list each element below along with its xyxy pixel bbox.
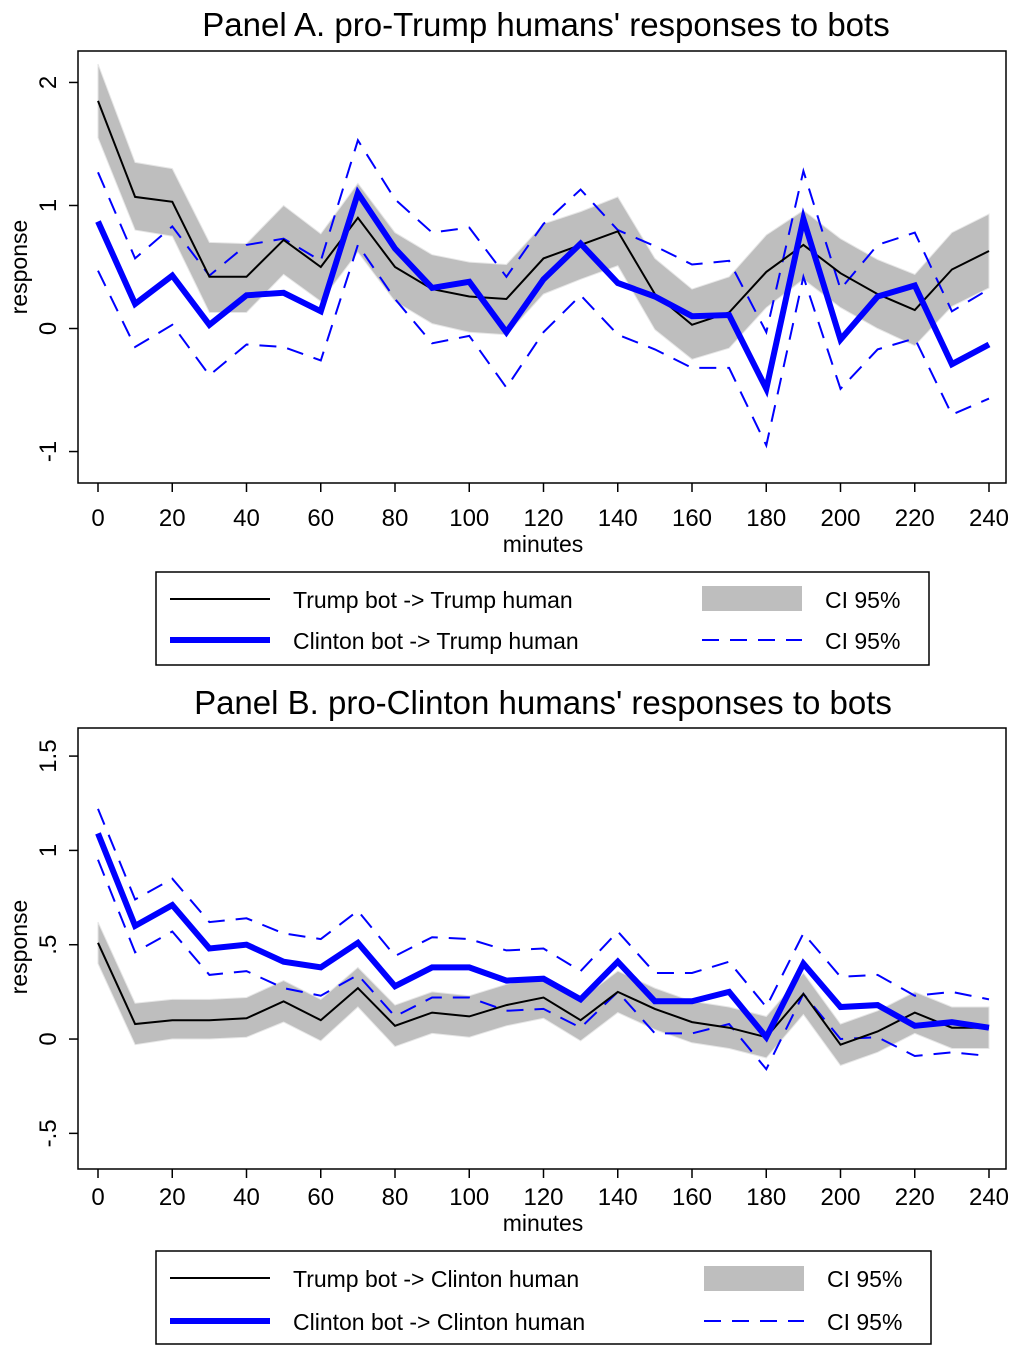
panel-b-legend-label-clinton-bot: Clinton bot -> Clinton human [293,1309,585,1335]
panel-b-y-tick-label: 1.5 [35,739,62,772]
panel-b-x-tick-label: 140 [598,1184,638,1211]
panel-b-ci-dashed [97,808,990,1072]
panel-a-x-tick-label: 120 [523,505,563,532]
panel-a-x-tick-label: 220 [895,505,935,532]
panel-a-legend: Trump bot -> Trump human CI 95% Clinton … [155,571,930,666]
panel-a-x-tick-label: 60 [307,505,334,532]
panel-b-legend-swatch-ci-band [704,1266,804,1291]
panel-b-y-tick-label: -.5 [35,1119,62,1147]
panel-a-x-tick-label: 20 [159,505,186,532]
panel-b-x-axis: 0 20 40 60 80 100 120 140 160 180 200 220 240 [91,1169,1009,1211]
panel-a-x-axis-label: minutes [503,531,584,557]
panel-a-line-trump-bot [97,100,990,326]
panel-b-x-axis-label: minutes [503,1210,584,1236]
panel-a-line-clinton-bot [95,186,991,398]
panel-b-ci-band-trump-bot [97,921,990,1067]
panel-b-y-tick-label: .5 [35,935,62,955]
panel-a-x-tick-label: 0 [91,505,104,532]
panel-b-x-tick-label: 100 [449,1184,489,1211]
panel-a-x-tick-label: 40 [233,505,260,532]
panel-a-ci-dashed [97,137,990,449]
panel-b-plot-frame [77,727,1007,1170]
panel-a-ci-band [97,63,990,360]
panel-a-legend-label-ci-dashed: CI 95% [825,628,900,654]
panel-a-y-axis: -1 0 1 2 [35,76,78,462]
panel-b-line-trump-bot [97,942,989,1046]
panel-a-x-tick-label: 140 [598,505,638,532]
panel-a-y-tick-label: 2 [35,76,62,89]
panel-a: Panel A. pro-Trump humans' responses to … [6,6,1009,666]
panel-b-x-tick-label: 80 [382,1184,409,1211]
panel-a-x-tick-label: 80 [382,505,409,532]
panel-b-legend-label-ci-dashed: CI 95% [827,1309,902,1335]
panel-a-x-axis: 0 20 40 60 80 100 120 140 160 180 200 220 240 [91,483,1009,532]
panel-a-x-tick-label: 200 [820,505,860,532]
panel-a-legend-label-trump-bot: Trump bot -> Trump human [293,587,573,613]
panel-a-y-axis-label: response [6,220,32,315]
panel-a-series-lines [95,100,991,398]
panel-a-legend-swatch-ci-band [702,586,802,611]
panel-b-y-axis-label: response [6,900,32,995]
panel-a-legend-label-ci-band: CI 95% [825,587,900,613]
panel-b-x-tick-label: 240 [969,1184,1009,1211]
panel-b-x-tick-label: 120 [523,1184,563,1211]
panel-b-ci-lower-clinton-bot [97,859,990,1072]
panel-b: Panel B. pro-Clinton humans' responses t… [6,684,1009,1345]
panel-a-y-tick-label: 1 [35,199,62,212]
panel-b-y-tick-label: 1 [35,844,62,857]
panel-a-x-tick-label: 240 [969,505,1009,532]
panel-a-ci-upper-clinton-bot [97,137,990,336]
panel-b-x-tick-label: 180 [746,1184,786,1211]
panel-b-x-tick-label: 220 [895,1184,935,1211]
panel-a-legend-label-clinton-bot: Clinton bot -> Trump human [293,628,579,654]
panel-a-ci-band-trump-bot [97,63,990,360]
panel-a-y-tick-label: 0 [35,322,62,335]
panel-b-x-tick-label: 160 [672,1184,712,1211]
panel-b-y-tick-label: 0 [35,1032,62,1045]
panel-b-ci-band [97,921,990,1067]
panel-b-x-tick-label: 0 [91,1184,104,1211]
panel-b-x-tick-label: 200 [820,1184,860,1211]
panel-b-legend: Trump bot -> Clinton human CI 95% Clinto… [155,1250,932,1345]
panel-b-ci-upper-clinton-bot [97,808,990,1009]
panel-a-y-tick-label: -1 [35,441,62,462]
panel-a-ci-lower-clinton-bot [97,242,990,449]
panel-a-x-tick-label: 100 [449,505,489,532]
panel-b-series-lines [95,832,990,1046]
panel-b-x-tick-label: 20 [159,1184,186,1211]
panel-a-title: Panel A. pro-Trump humans' responses to … [202,6,889,43]
panel-b-title: Panel B. pro-Clinton humans' responses t… [194,684,892,721]
panel-b-line-clinton-bot [95,832,990,1043]
panel-b-legend-label-trump-bot: Trump bot -> Clinton human [293,1266,579,1292]
panel-a-x-tick-label: 160 [672,505,712,532]
panel-b-x-tick-label: 40 [233,1184,260,1211]
panel-b-x-tick-label: 60 [307,1184,334,1211]
panel-a-plot-frame [77,50,1007,484]
panel-b-legend-label-ci-band: CI 95% [827,1266,902,1292]
panel-a-x-tick-label: 180 [746,505,786,532]
panel-b-y-axis: -.5 0 .5 1 1.5 [35,739,78,1147]
